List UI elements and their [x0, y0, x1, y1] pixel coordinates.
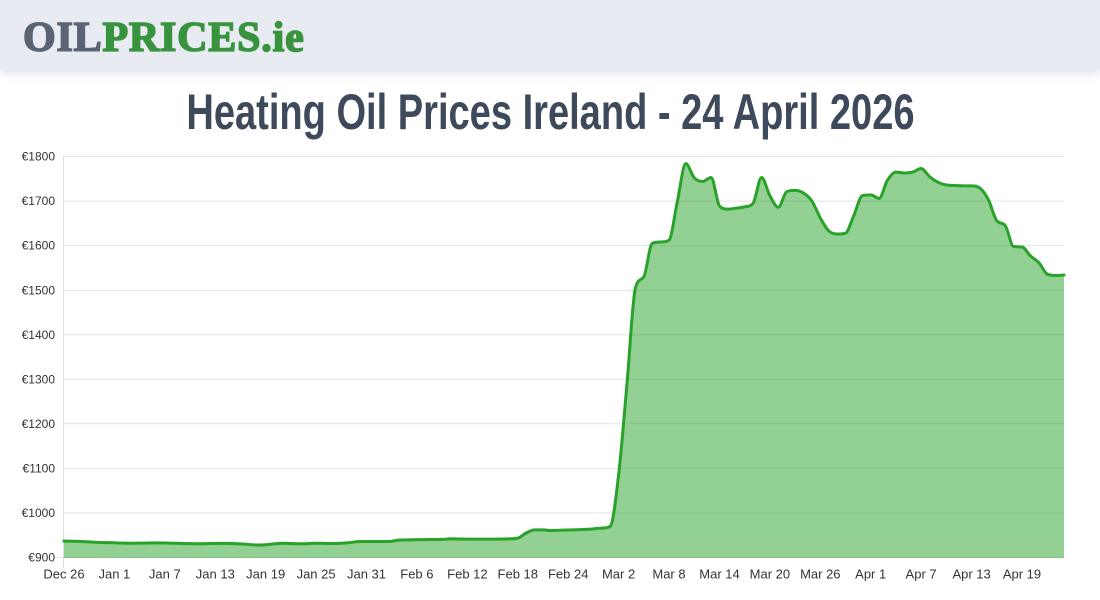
svg-text:Apr 19: Apr 19	[1003, 567, 1041, 582]
svg-text:Jan 19: Jan 19	[246, 567, 285, 582]
svg-text:€1600: €1600	[22, 239, 56, 253]
svg-text:€900: €900	[28, 551, 55, 565]
svg-text:Feb 24: Feb 24	[548, 567, 588, 582]
svg-text:Jan 31: Jan 31	[347, 567, 386, 582]
svg-text:Mar 20: Mar 20	[750, 567, 790, 582]
svg-text:€1800: €1800	[22, 150, 56, 164]
svg-text:Mar 26: Mar 26	[800, 567, 840, 582]
svg-text:€1100: €1100	[23, 462, 56, 476]
svg-text:Feb 6: Feb 6	[400, 567, 433, 582]
svg-text:€1200: €1200	[22, 417, 56, 431]
svg-text:Feb 12: Feb 12	[447, 567, 487, 582]
svg-text:Jan 13: Jan 13	[196, 567, 235, 582]
svg-text:€1400: €1400	[22, 328, 56, 342]
svg-text:Mar 8: Mar 8	[652, 567, 685, 582]
svg-text:Apr 13: Apr 13	[952, 567, 990, 582]
svg-text:Mar 14: Mar 14	[699, 567, 739, 582]
svg-text:Jan 7: Jan 7	[149, 567, 181, 582]
svg-text:Dec 26: Dec 26	[43, 567, 84, 582]
svg-text:€1300: €1300	[22, 372, 56, 386]
svg-text:€1500: €1500	[22, 283, 56, 297]
svg-text:Apr 7: Apr 7	[906, 567, 937, 582]
svg-text:Jan 25: Jan 25	[297, 567, 336, 582]
svg-text:Apr 1: Apr 1	[855, 567, 886, 582]
svg-text:Jan 1: Jan 1	[98, 567, 130, 582]
svg-text:€1000: €1000	[22, 506, 56, 520]
svg-text:€1700: €1700	[22, 194, 56, 208]
svg-text:Mar 2: Mar 2	[602, 567, 635, 582]
svg-text:Feb 18: Feb 18	[498, 567, 538, 582]
